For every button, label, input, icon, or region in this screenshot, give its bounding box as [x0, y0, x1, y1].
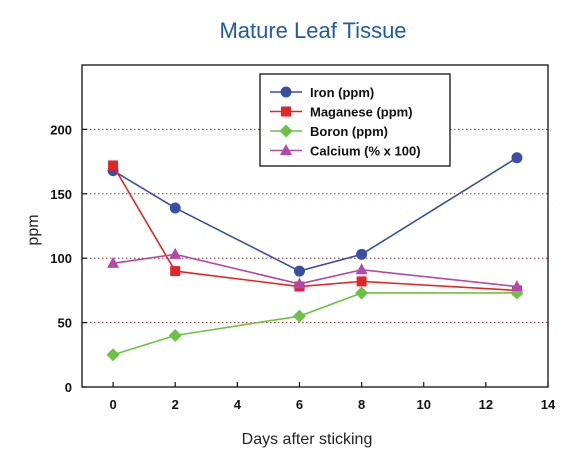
legend-marker-2 — [279, 124, 293, 138]
legend-entry-3: Calcium (% x 100) — [270, 144, 421, 159]
data-point-0-3 — [356, 248, 368, 260]
legend-label-2: Boron (ppm) — [310, 124, 388, 139]
data-point-3-0 — [107, 256, 120, 268]
series-3 — [107, 247, 523, 292]
x-tick-label-6: 12 — [479, 397, 493, 412]
data-point-0-1 — [169, 202, 181, 214]
x-tick-label-1: 2 — [172, 397, 179, 412]
data-point-1-0 — [108, 160, 119, 171]
data-point-0-2 — [293, 265, 305, 277]
data-point-2-3 — [355, 286, 369, 300]
plot-area-frame — [81, 64, 549, 388]
series-layer — [106, 152, 524, 362]
y-tick-label-2: 100 — [50, 251, 72, 266]
legend-marker-1 — [281, 106, 291, 117]
data-point-2-1 — [168, 328, 182, 342]
data-point-3-4 — [510, 280, 523, 292]
x-tick-label-7: 14 — [541, 397, 556, 412]
axis-ticks: 0 2 4 6 8 10 12 14 0 50 100 150 200 — [50, 122, 556, 412]
data-point-2-0 — [106, 348, 120, 362]
legend-label-0: Iron (ppm) — [310, 85, 374, 100]
series-line-2 — [112, 292, 517, 356]
legend-label-1: Maganese (ppm) — [310, 105, 413, 120]
legend-entry-1: Maganese (ppm) — [270, 105, 413, 120]
x-tick-label-3: 6 — [296, 397, 303, 412]
data-point-1-1 — [170, 266, 181, 277]
y-tick-label-0: 0 — [65, 380, 72, 395]
series-1 — [108, 160, 522, 296]
y-axis-label: ppm — [25, 214, 42, 245]
legend-entry-2: Boron (ppm) — [270, 124, 388, 139]
data-point-3-1 — [169, 247, 182, 259]
x-tick-label-5: 10 — [416, 397, 430, 412]
x-tick-label-0: 0 — [109, 397, 116, 412]
y-tick-label-4: 200 — [50, 122, 72, 137]
x-axis-label: Days after sticking — [242, 431, 373, 448]
y-tick-label-1: 50 — [58, 316, 72, 331]
data-point-1-3 — [356, 276, 367, 287]
chart-title: Mature Leaf Tissue — [219, 18, 406, 43]
series-2 — [106, 286, 524, 362]
data-point-3-2 — [293, 277, 306, 289]
legend-marker-3 — [280, 144, 292, 155]
data-point-3-3 — [355, 263, 368, 275]
legend-label-3: Calcium (% x 100) — [310, 144, 421, 159]
legend-entry-0: Iron (ppm) — [270, 85, 374, 100]
data-point-2-2 — [292, 309, 306, 323]
legend: Iron (ppm) Maganese (ppm) Boron (ppm) Calci… — [259, 73, 451, 167]
x-tick-label-2: 4 — [234, 397, 242, 412]
legend-marker-0 — [280, 86, 292, 98]
y-tick-label-3: 150 — [50, 187, 72, 202]
x-tick-label-4: 8 — [358, 397, 365, 412]
data-point-0-4 — [511, 152, 523, 164]
